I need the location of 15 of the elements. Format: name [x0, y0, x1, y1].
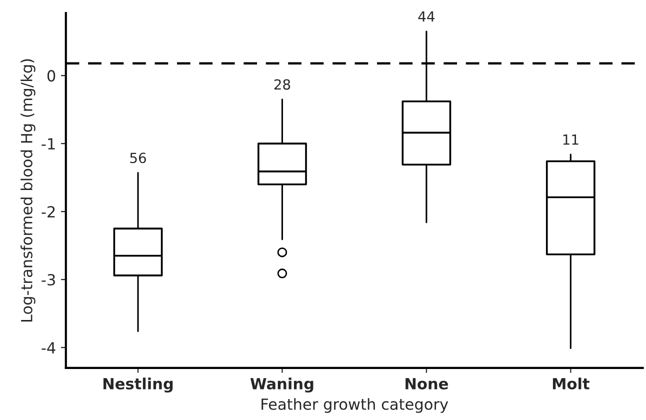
- x-tick-label: Molt: [552, 378, 590, 390]
- y-tick-label: 0: [47, 70, 56, 82]
- annotation: 11: [563, 134, 578, 145]
- annotation: 56: [130, 152, 146, 164]
- y-tick-label: -4: [42, 342, 56, 354]
- annotation: 44: [418, 11, 434, 22]
- y-axis-title: Log-transformed blood Hg (mg/kg): [20, 59, 36, 322]
- y-tick-label: -3: [42, 274, 55, 286]
- x-axis-title: Feather growth category: [262, 398, 448, 413]
- y-tick-label: -2: [42, 206, 55, 218]
- annotation: 28: [274, 79, 290, 90]
- y-tick-label: -1: [42, 138, 55, 150]
- x-tick-label: Nestling: [103, 378, 173, 393]
- x-tick-label: None: [406, 378, 448, 390]
- x-tick-label: Waning: [250, 378, 314, 393]
